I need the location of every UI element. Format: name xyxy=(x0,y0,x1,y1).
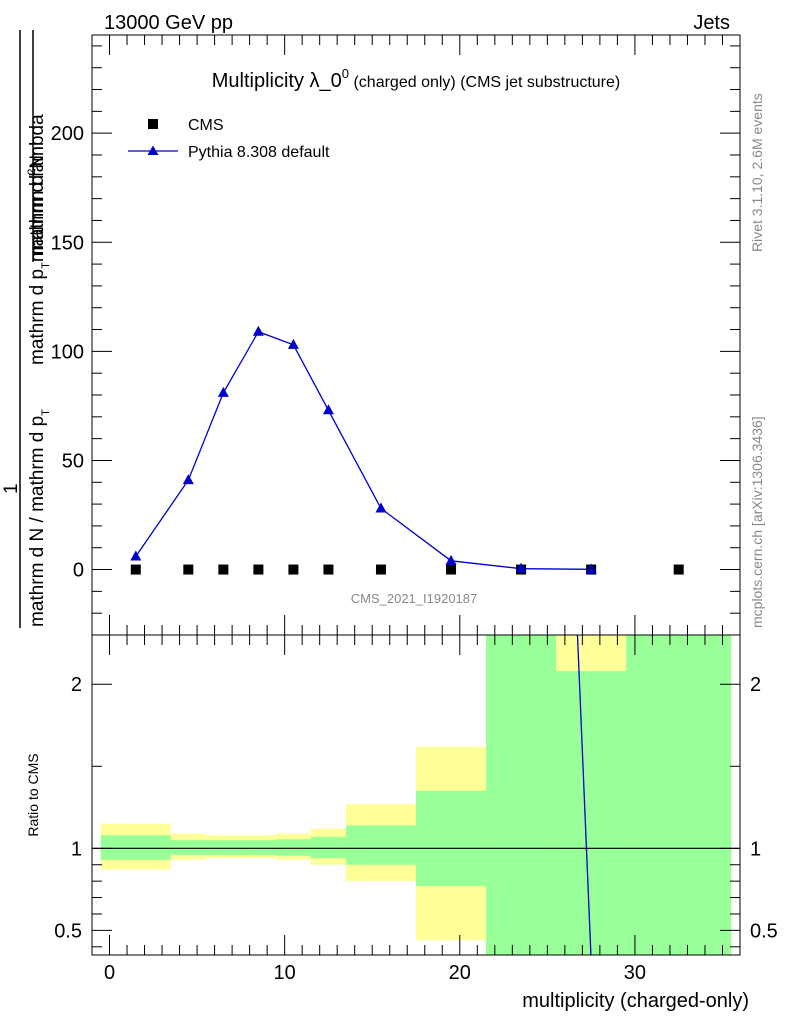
title-subtitle: (charged only) (CMS jet substructure) xyxy=(349,74,620,91)
title-superscript: 0 xyxy=(342,66,349,81)
ratio-band-green xyxy=(486,635,557,955)
pythia-data-point xyxy=(445,554,457,565)
y-tick-label: 0 xyxy=(73,560,84,582)
main-plot-ylabel: mathrm d2N mathrm d pTmathrm d lambda 1 … xyxy=(1,30,52,628)
ratio-y-tick-label-right: 0.5 xyxy=(750,920,778,942)
pythia-data-point xyxy=(217,386,229,397)
ylabel-den-sub: T xyxy=(40,262,52,269)
ratio-band-green xyxy=(556,671,627,955)
legend-pythia-label: Pythia 8.308 default xyxy=(188,144,330,161)
ratio-uncertainty-bands xyxy=(100,635,732,955)
pythia-data-point xyxy=(375,502,387,513)
y-tick-label: 150 xyxy=(51,232,84,254)
ylabel-prefactor-denominator: mathrm d N / mathrm d pT xyxy=(27,409,52,627)
ratio-band-green xyxy=(240,840,276,855)
x-tick-label: 0 xyxy=(104,962,115,984)
ratio-y-tick-label: 1 xyxy=(71,838,82,860)
legend: CMS Pythia 8.308 default xyxy=(128,117,330,161)
ratio-band-green xyxy=(416,790,487,887)
pythia-data-point xyxy=(515,562,527,573)
ratio-y-tick-label-right: 1 xyxy=(750,838,761,860)
pythia-ratio-line xyxy=(576,635,592,955)
x-tick-label: 20 xyxy=(449,962,471,984)
ylabel-denominator: mathrm d pTmathrm d lambda xyxy=(27,114,52,365)
pythia-data-point xyxy=(130,550,142,561)
ratio-lines xyxy=(92,635,740,955)
ratio-band-green xyxy=(170,840,206,855)
rivet-version-label: Rivet 3.1.10, 2.6M events xyxy=(749,93,765,252)
pythia-data-point xyxy=(287,338,299,349)
ratio-band-green xyxy=(626,635,732,955)
pythia-data-point xyxy=(322,404,334,415)
cms-data-point xyxy=(253,564,264,575)
ratio-y-tick-label: 0.5 xyxy=(54,920,82,942)
main-plot-title: Multiplicity λ_00 (charged only) (CMS je… xyxy=(212,66,620,92)
ratio-plot-frame xyxy=(91,634,741,956)
ylabel-pre-den-a: mathrm d N / mathrm d p xyxy=(27,416,48,627)
ratio-band-green xyxy=(275,839,311,856)
ylabel-prefactor-numerator: 1 xyxy=(1,483,22,494)
ratio-band-green xyxy=(205,840,241,855)
y-tick-label: 200 xyxy=(51,123,84,145)
cms-data-point xyxy=(218,564,229,575)
ratio-band-green xyxy=(310,836,346,859)
cms-data-point xyxy=(673,564,684,575)
ylabel-den-a: mathrm d p xyxy=(27,269,48,365)
main-plot-marks xyxy=(130,325,684,575)
ratio-ylabel: Ratio to CMS xyxy=(25,753,41,836)
pythia-series-line xyxy=(135,330,592,570)
ratio-plot-panel: 0 10 20 30 0.5 0.5 1 1 2 2 Ratio to CMS multiplic… xyxy=(25,634,778,1012)
y-tick-label: 50 xyxy=(62,450,84,472)
cms-data-point xyxy=(130,564,141,575)
pythia-data-point xyxy=(252,325,264,336)
pythia-data-point xyxy=(585,563,597,574)
cms-data-point xyxy=(288,564,299,575)
x-tick-label: 10 xyxy=(274,962,296,984)
main-plot-axes: 0 50 100 150 200 xyxy=(51,35,740,636)
legend-pythia-marker xyxy=(147,145,159,155)
ratio-y-tick-label-right: 2 xyxy=(750,674,761,696)
ylabel-den-b: mathrm d lambda xyxy=(27,114,48,262)
cms-data-point xyxy=(183,564,194,575)
header-right-label: Jets xyxy=(693,12,730,34)
analysis-watermark: CMS_2021_I1920187 xyxy=(351,591,478,606)
legend-cms-label: CMS xyxy=(188,117,224,134)
cms-data-point xyxy=(375,564,386,575)
legend-cms-marker xyxy=(148,119,158,129)
pythia-data-point xyxy=(182,474,194,485)
x-axis-label: multiplicity (charged-only) xyxy=(522,990,749,1012)
ylabel-num-sup: 2 xyxy=(26,169,38,175)
x-tick-label: 30 xyxy=(624,962,646,984)
ratio-band-green xyxy=(100,835,171,860)
header-left-label: 13000 GeV pp xyxy=(104,12,233,34)
mcplots-reference-label: mcplots.cern.ch [arXiv:1306.3436] xyxy=(749,416,765,628)
y-tick-label: 100 xyxy=(51,341,84,363)
ratio-plot-axes: 0 10 20 30 0.5 0.5 1 1 2 2 xyxy=(54,635,778,984)
ratio-y-tick-label: 2 xyxy=(71,674,82,696)
cms-data-point xyxy=(323,564,334,575)
title-main: Multiplicity λ_0 xyxy=(212,70,342,92)
ratio-band-green xyxy=(345,825,416,865)
ylabel-pre-den-sub: T xyxy=(40,409,52,416)
cms-data-point xyxy=(446,564,457,575)
